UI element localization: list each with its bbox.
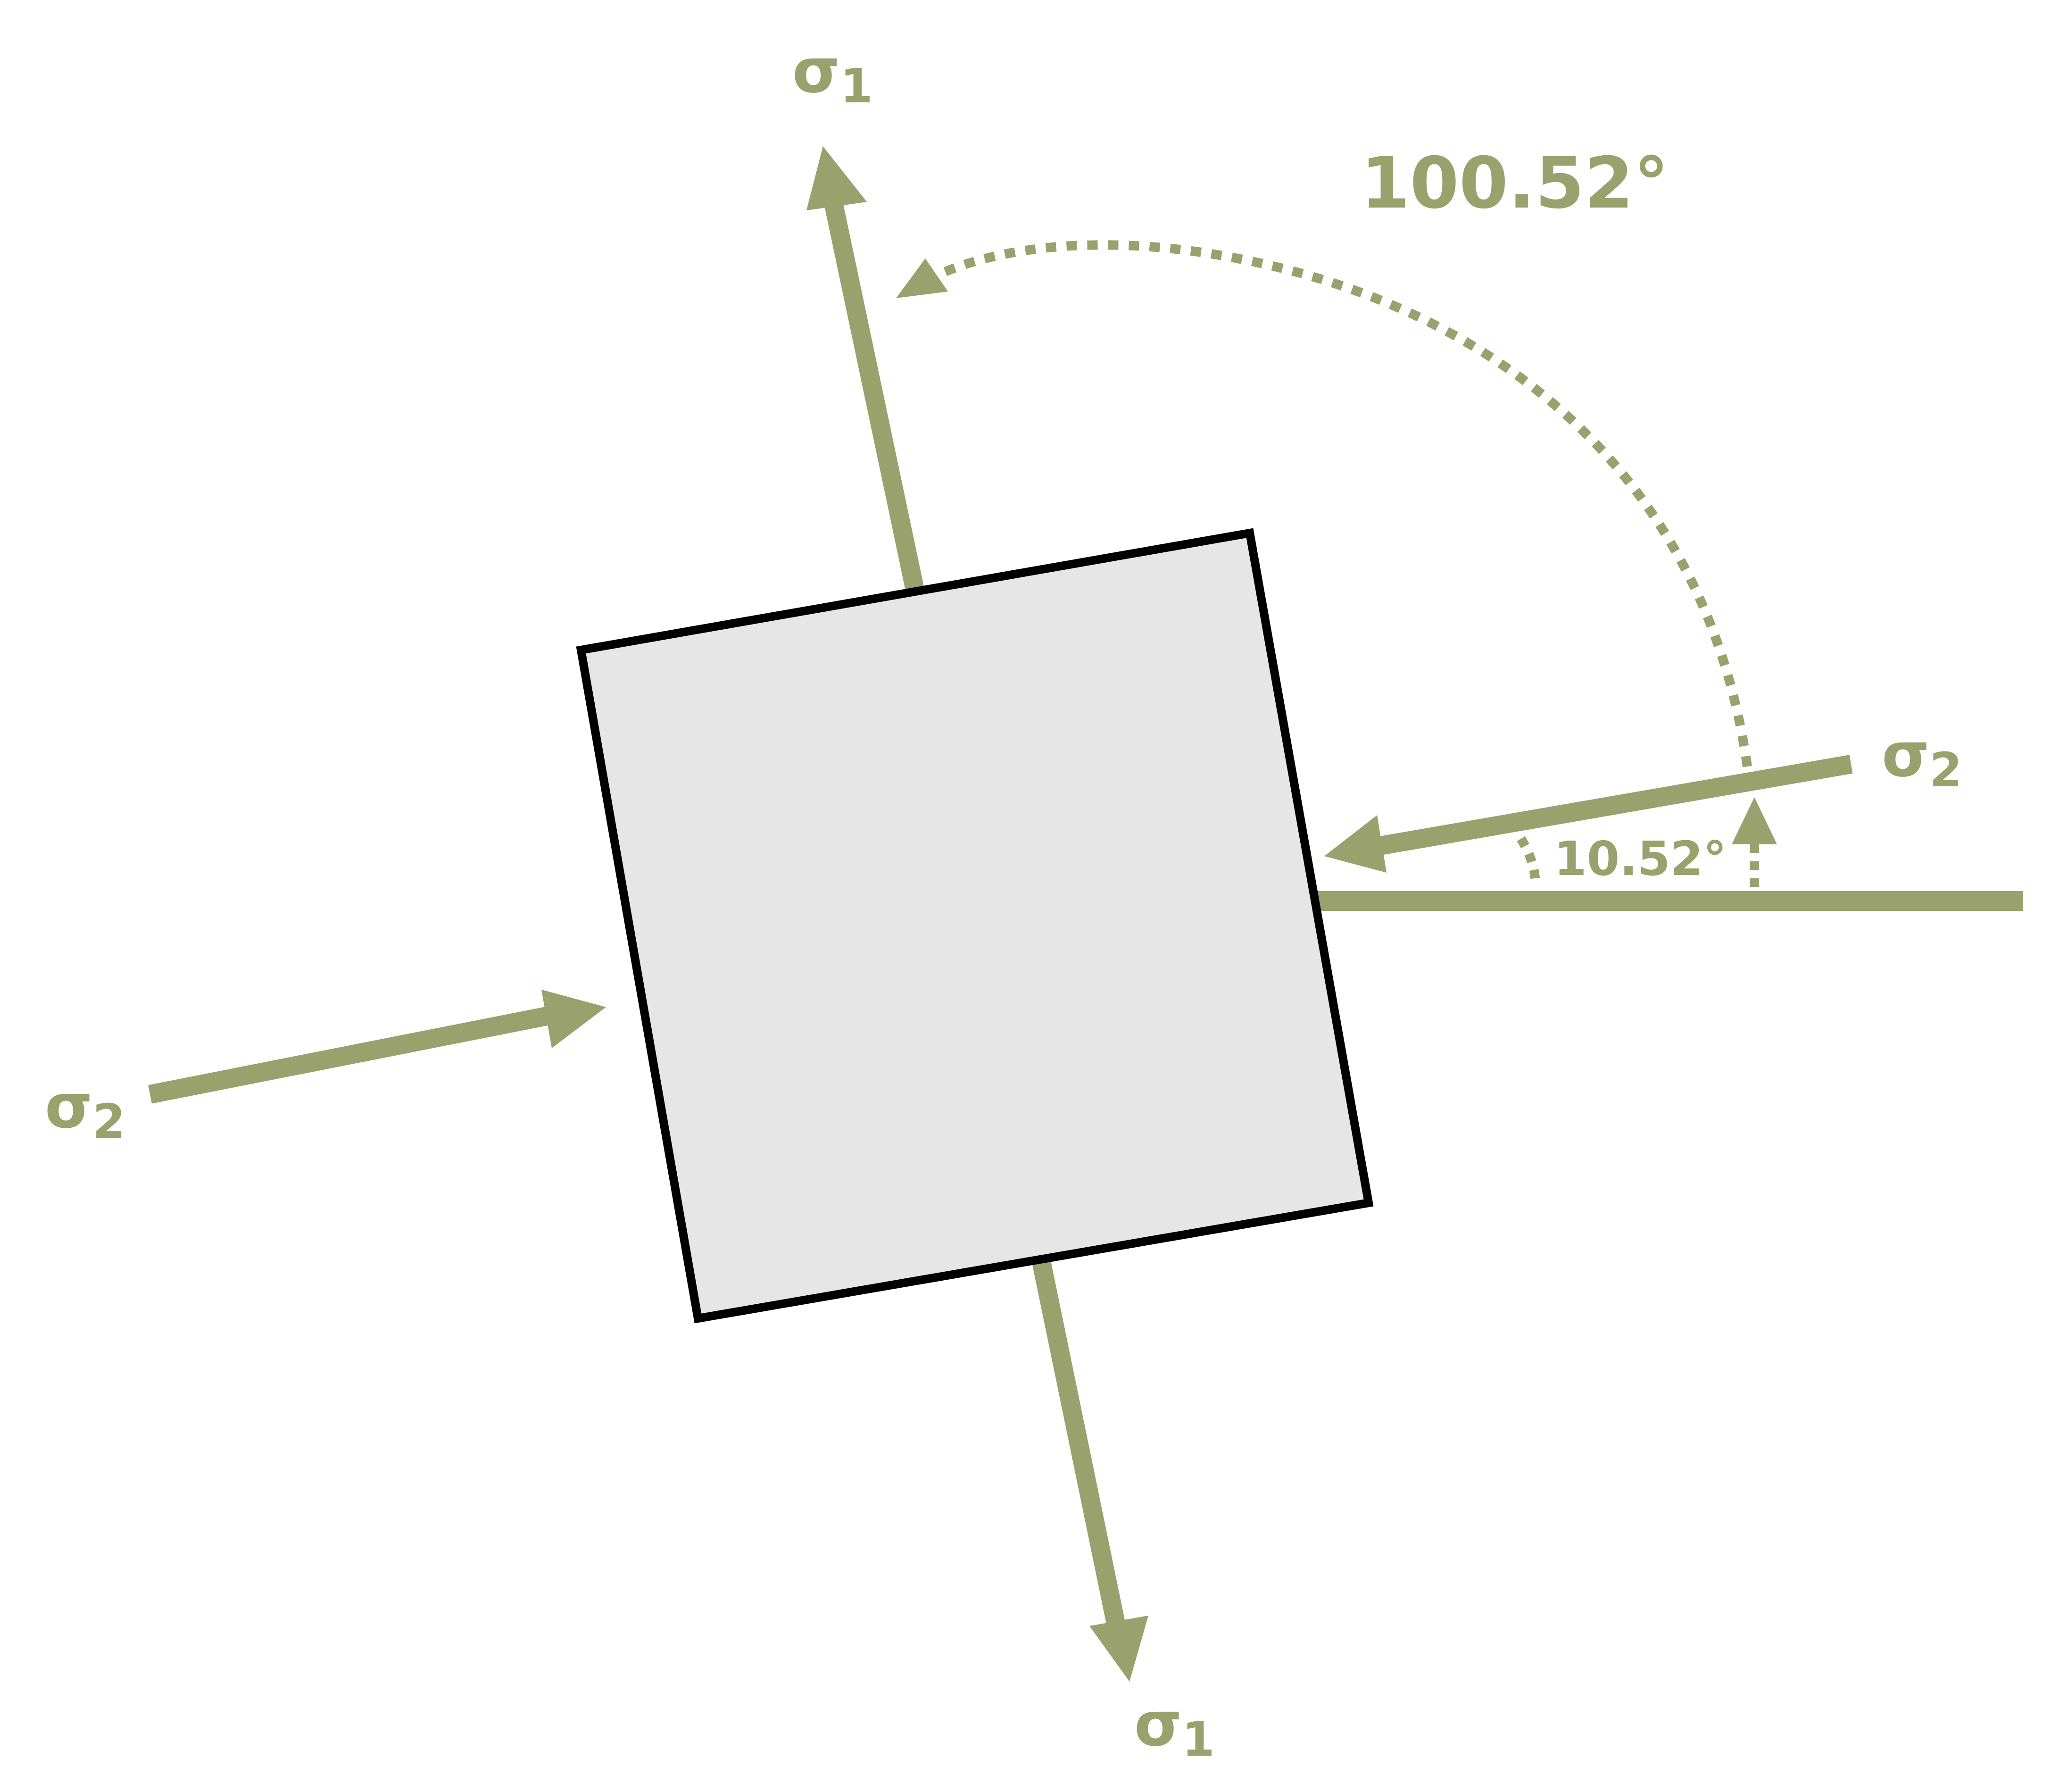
large-angle-label: 100.52° [1361,142,1669,225]
sigma1-bottom-label: σ1 [1134,1688,1215,1767]
sigma2-left-label: σ2 [45,1070,125,1149]
stress-element-square [576,528,1374,1324]
small-angle-label: 10.52° [1554,831,1727,886]
sigma2-left-arrow [148,990,606,1104]
sigma2-right-arrow [1324,755,1853,873]
sigma2-right-label: σ2 [1882,719,1962,798]
sigma1-bottom-arrow [1030,1252,1148,1682]
sigma1-top-arrow [806,146,924,592]
small-angle-arc [1517,797,1777,887]
large-angle-arc [896,240,1752,767]
sigma1-top-label: σ1 [792,35,873,114]
